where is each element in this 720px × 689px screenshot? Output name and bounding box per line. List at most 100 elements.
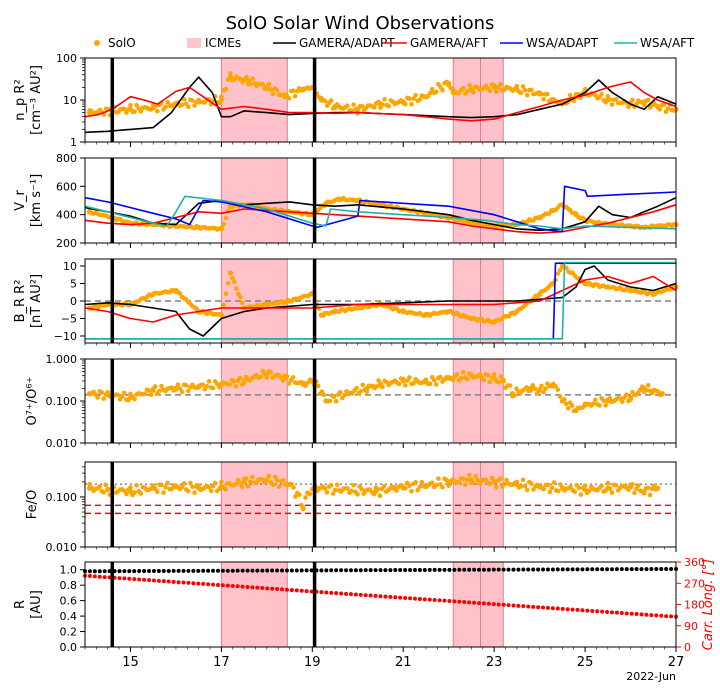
solo-data-point — [157, 388, 162, 394]
solo-data-point — [417, 484, 423, 490]
carrington-point — [92, 574, 97, 579]
solo-data-point — [446, 483, 451, 489]
carrington-point — [669, 614, 674, 619]
solo-data-point — [292, 93, 298, 99]
solo-data-point — [192, 103, 197, 108]
solo-data-point — [433, 89, 439, 95]
solo-data-point — [524, 385, 529, 390]
solo-data-point — [491, 372, 497, 377]
distance-point — [447, 567, 452, 572]
solo-data-point — [647, 492, 653, 498]
solo-data-point — [407, 375, 412, 380]
x-tick-label: 27 — [668, 655, 685, 670]
icme-interval — [221, 462, 288, 547]
solo-data-point — [183, 383, 189, 388]
solo-data-point — [541, 389, 546, 395]
solo-data-point — [645, 485, 651, 491]
solo-data-point — [244, 74, 249, 80]
solo-data-point — [303, 495, 308, 500]
solo-data-point — [122, 106, 127, 112]
solo-data-point — [582, 487, 588, 493]
solo-data-point — [241, 479, 247, 485]
solo-data-point — [491, 375, 497, 381]
distance-point — [585, 567, 590, 572]
carrington-point — [309, 589, 314, 594]
solo-data-point — [381, 483, 387, 489]
right-axis-label: Carr. Long. [°] — [701, 559, 716, 650]
solo-data-point — [461, 85, 466, 91]
legend: SolO ICMEs GAMERA/ADAPT GAMERA/AFT WSA/ADAPT… — [94, 36, 695, 50]
solo-data-point — [559, 263, 565, 269]
icme-interval — [453, 158, 504, 243]
solo-data-point — [345, 486, 350, 491]
solo-data-point — [446, 308, 452, 315]
carrington-point — [427, 597, 432, 602]
solo-data-point — [237, 480, 243, 486]
solo-data-point — [142, 391, 148, 397]
solo-data-point — [127, 395, 134, 401]
solo-data-point — [460, 476, 466, 481]
solo-data-point — [411, 96, 416, 101]
distance-point — [634, 567, 639, 572]
legend-entry: SolO — [94, 36, 136, 50]
y-axis-label: B_R R² — [13, 280, 28, 323]
carrington-point — [137, 577, 142, 582]
x-tick-label: 21 — [395, 655, 412, 670]
solo-data-point — [300, 381, 306, 387]
carrington-point — [334, 591, 339, 596]
solo-data-point — [196, 224, 202, 231]
carrington-point — [265, 586, 270, 591]
solo-data-point — [545, 482, 551, 488]
solo-data-point — [632, 490, 637, 496]
solo-data-point — [438, 374, 443, 380]
distance-point — [230, 568, 235, 573]
distance-point — [240, 568, 245, 573]
solo-data-point — [268, 370, 274, 375]
carrington-point — [496, 602, 501, 607]
solo-data-point — [529, 87, 534, 93]
x-tick-label: 23 — [486, 655, 503, 670]
distance-point — [329, 568, 334, 573]
solo-data-point — [456, 480, 462, 485]
panel-4: 0.010 0.100 1.000 O⁷⁺/O⁶⁺ — [25, 353, 677, 450]
x-tick-label: 19 — [304, 655, 321, 670]
solo-data-point — [481, 377, 487, 383]
panel-6: 0.0 0.2 0.4 0.6 0.8 1.0 R [AU] 0 90 180 270 360Carr.… — [13, 556, 716, 654]
distance-point — [255, 568, 260, 573]
solo-data-point — [630, 97, 635, 103]
distance-point — [97, 569, 102, 574]
distance-point — [250, 568, 255, 573]
solo-data-point — [665, 106, 671, 111]
carrington-point — [280, 587, 284, 592]
solo-data-point — [101, 490, 106, 495]
distance-point — [132, 569, 137, 574]
icme-interval — [453, 58, 504, 142]
distance-point — [147, 569, 152, 574]
solo-data-point — [551, 480, 557, 485]
solo-data-point — [374, 384, 379, 389]
solo-data-point — [204, 383, 210, 389]
distance-point — [378, 568, 383, 573]
carrington-point — [408, 596, 413, 601]
distance-point — [437, 567, 442, 572]
solo-data-point — [134, 482, 139, 488]
distance-point — [156, 568, 161, 573]
solo-data-point — [327, 398, 333, 404]
solo-data-point — [433, 482, 439, 488]
solo-data-point — [321, 392, 327, 398]
carrington-point — [127, 576, 132, 581]
solo-data-point — [582, 402, 588, 408]
carrington-point — [654, 613, 659, 618]
solo-data-point — [487, 481, 493, 487]
solo-data-point — [227, 270, 234, 276]
carrington-point — [422, 597, 427, 602]
solo-data-point — [458, 375, 464, 381]
carrington-point — [644, 612, 649, 617]
solo-data-point — [355, 106, 361, 112]
solo-data-point — [446, 479, 452, 485]
carrington-point — [299, 588, 304, 593]
solo-data-point — [467, 82, 472, 88]
carrington-point — [329, 590, 334, 595]
right-y-tick-label: 0 — [684, 641, 691, 654]
solo-data-point — [315, 383, 321, 389]
